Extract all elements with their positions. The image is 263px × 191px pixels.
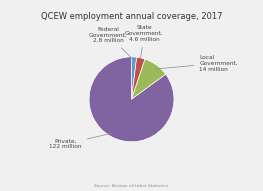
Title: QCEW employment annual coverage, 2017: QCEW employment annual coverage, 2017 <box>41 12 222 21</box>
Text: State
Government,
4.6 million: State Government, 4.6 million <box>125 25 164 58</box>
Wedge shape <box>89 57 174 142</box>
Wedge shape <box>132 59 166 99</box>
Text: Federal
Government,
2.8 million: Federal Government, 2.8 million <box>89 27 132 58</box>
Wedge shape <box>132 57 137 99</box>
Text: Source: Bureau of Labor Statistics: Source: Bureau of Labor Statistics <box>94 184 169 188</box>
Text: Local
Government,
14 million: Local Government, 14 million <box>156 55 238 72</box>
Text: Private,
122 million: Private, 122 million <box>49 133 112 149</box>
Wedge shape <box>132 57 145 99</box>
